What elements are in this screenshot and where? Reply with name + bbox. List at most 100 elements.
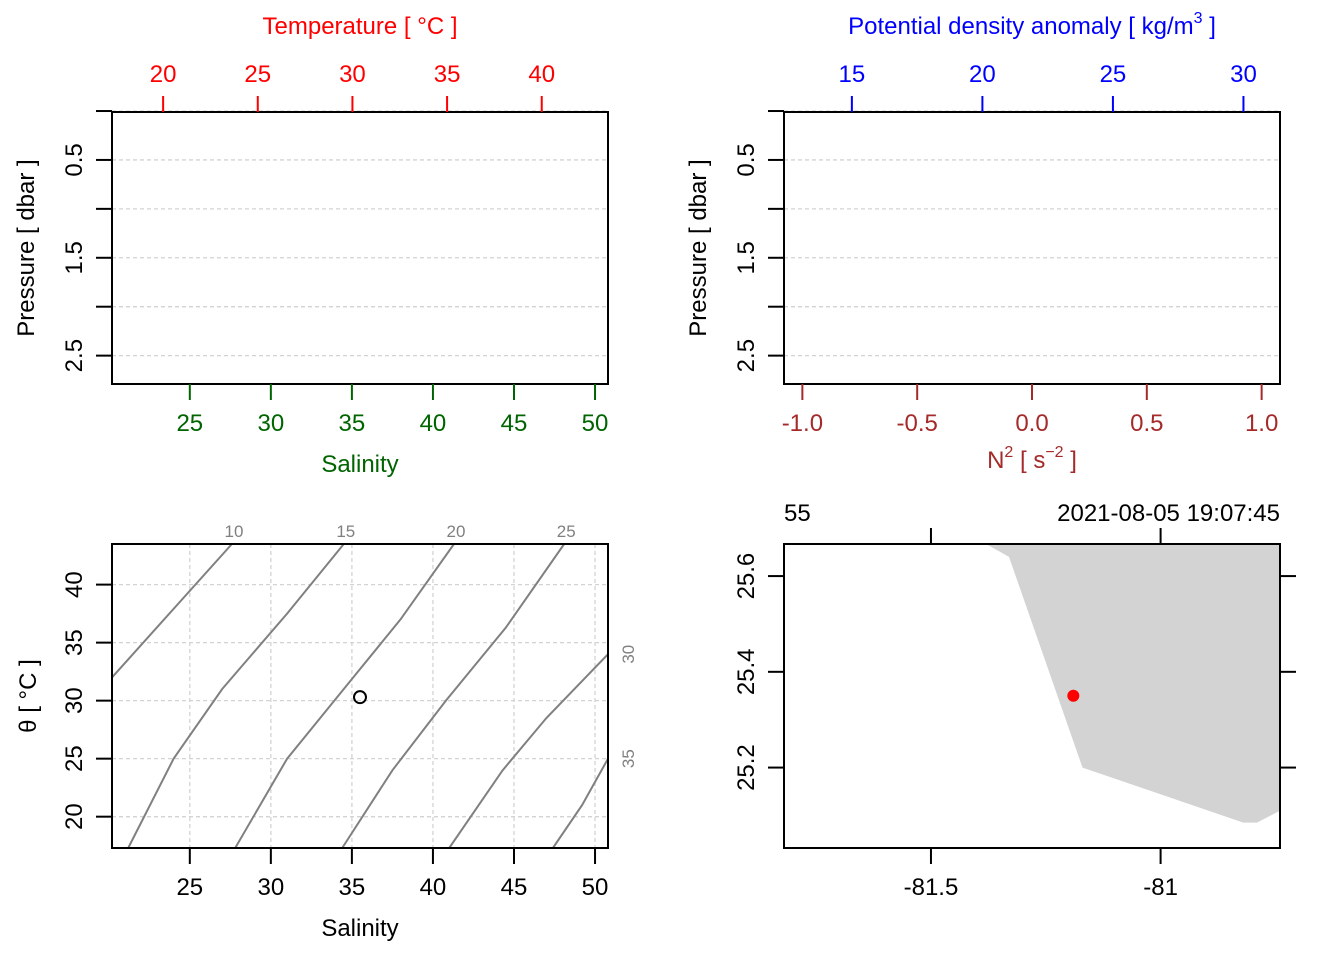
p3-isopycnal-line bbox=[552, 758, 609, 849]
p3-data-point bbox=[353, 690, 367, 705]
p3-isopycnal-label: 30 bbox=[619, 645, 638, 664]
p1-temperature-tick-label: 35 bbox=[434, 61, 461, 88]
p1-salinity-axis: 25 30 35 40 45 50 bbox=[176, 384, 608, 437]
p3-salinity-tick-label: 25 bbox=[176, 874, 203, 901]
p1-temperature-tick-label: 20 bbox=[150, 61, 177, 88]
p3-isopycnal-label: 25 bbox=[557, 522, 576, 541]
p1-salinity-tick-label: 25 bbox=[176, 410, 203, 437]
p3-isopycnals bbox=[111, 543, 609, 849]
p2-pressure-tick-label: 2.5 bbox=[733, 339, 760, 372]
panel-ts-diagram: 10 15 20 25 30 35 25 30 35 40 45 50 Salinity 20 25 3… bbox=[15, 522, 638, 942]
p2-density-axis-label: Potential density anomaly [ kg/m3 ] bbox=[848, 10, 1216, 40]
p3-salinity-axis: 25 30 35 40 45 50 bbox=[176, 848, 608, 901]
p3-theta-tick-label: 40 bbox=[61, 571, 88, 598]
p2-pressure-tick-label: 1.5 bbox=[733, 241, 760, 274]
p1-temperature-axis-label: Temperature [ °C ] bbox=[263, 13, 458, 40]
p1-pressure-tick-label: 1.5 bbox=[61, 241, 88, 274]
p2-n2-tick-label: 0.5 bbox=[1130, 410, 1163, 437]
p3-salinity-tick-label: 40 bbox=[420, 874, 447, 901]
p3-salinity-tick-label: 45 bbox=[501, 874, 528, 901]
p3-salinity-tick-label: 30 bbox=[257, 874, 284, 901]
p3-grid bbox=[112, 544, 608, 848]
p1-pressure-axis: 0.5 1.5 2.5 bbox=[61, 110, 112, 372]
p1-pressure-tick-label: 2.5 bbox=[61, 339, 88, 372]
p4-land-polygon bbox=[986, 544, 1280, 823]
p3-isopycnal-label: 35 bbox=[619, 749, 638, 768]
p3-isopycnal-line bbox=[234, 543, 455, 849]
p3-isopycnal-label: 15 bbox=[336, 522, 355, 541]
p3-theta-tick-label: 30 bbox=[61, 687, 88, 714]
p3-isopycnal-line bbox=[127, 543, 345, 849]
p2-pressure-tick-label: 0.5 bbox=[733, 143, 760, 176]
p1-salinity-tick-label: 40 bbox=[420, 410, 447, 437]
p2-n2-axis-label-units: [ s bbox=[1013, 447, 1045, 474]
p1-temperature-tick-label: 40 bbox=[528, 61, 555, 88]
p3-isopycnal-label: 10 bbox=[224, 522, 243, 541]
p2-density-tick-label: 20 bbox=[969, 61, 996, 88]
p2-n2-axis-label-exponent: 2 bbox=[1004, 444, 1013, 461]
p2-density-axis-label-exponent: 3 bbox=[1194, 10, 1203, 27]
p4-longitude-tick-label: -81 bbox=[1143, 874, 1178, 901]
p3-salinity-tick-label: 35 bbox=[339, 874, 366, 901]
p2-grid bbox=[784, 110, 1280, 357]
p2-density-axis: 15 20 25 30 bbox=[839, 61, 1257, 112]
p3-isopycnal-labels: 10 15 20 25 30 35 bbox=[224, 522, 638, 768]
p1-pressure-axis-label: Pressure [ dbar ] bbox=[13, 159, 40, 336]
p3-salinity-axis-label: Salinity bbox=[321, 915, 398, 942]
p3-theta-tick-label: 25 bbox=[61, 745, 88, 772]
p1-plot-frame bbox=[111, 111, 609, 385]
p4-latitude-tick-label: 25.6 bbox=[733, 553, 760, 600]
p3-points bbox=[353, 690, 367, 705]
p1-temperature-tick-label: 30 bbox=[339, 61, 366, 88]
p1-salinity-tick-label: 35 bbox=[339, 410, 366, 437]
p2-n2-tick-label: 0.0 bbox=[1015, 410, 1048, 437]
p1-temperature-axis: 20 25 30 35 40 bbox=[150, 61, 555, 112]
p4-longitude-axis: -81.5 -81 bbox=[904, 848, 1178, 901]
p2-n2-tick-label: -0.5 bbox=[897, 410, 938, 437]
p3-plot-frame bbox=[111, 543, 609, 849]
p4-latitude-axis: 25.2 25.4 25.6 bbox=[733, 553, 784, 791]
p4-station-marker bbox=[1067, 689, 1080, 702]
p1-salinity-axis-label: Salinity bbox=[321, 451, 398, 478]
p2-plot-frame bbox=[783, 111, 1281, 385]
p2-density-tick-label: 30 bbox=[1230, 61, 1257, 88]
p4-map-frame bbox=[783, 543, 1281, 849]
p2-pressure-axis-label: Pressure [ dbar ] bbox=[685, 159, 712, 336]
p4-latitude-tick-label: 25.2 bbox=[733, 744, 760, 791]
panel-density-n2-profile: 15 20 25 30 Potential density anomaly [ kg/… bbox=[685, 10, 1281, 474]
p3-theta-tick-label: 35 bbox=[61, 629, 88, 656]
p2-n2-axis: -1.0 -0.5 0.0 0.5 1.0 bbox=[782, 384, 1278, 437]
p2-density-tick-label: 15 bbox=[839, 61, 866, 88]
p4-latitude-tick-label: 25.4 bbox=[733, 648, 760, 695]
p2-n2-tick-label: 1.0 bbox=[1245, 410, 1278, 437]
p4-station-id: 55 bbox=[784, 500, 811, 527]
p2-n2-axis-label-units-exponent: −2 bbox=[1045, 444, 1063, 461]
p4-points bbox=[1067, 689, 1080, 702]
p2-n2-tick-label: -1.0 bbox=[782, 410, 823, 437]
p1-salinity-tick-label: 50 bbox=[582, 410, 609, 437]
p3-isopycnal-line bbox=[111, 543, 233, 679]
p3-salinity-tick-label: 50 bbox=[582, 874, 609, 901]
p1-pressure-tick-label: 0.5 bbox=[61, 143, 88, 176]
panel-station-map: -81.5 -81 25.2 25.4 25.6 55 2021-08-05 19:0… bbox=[733, 500, 1296, 901]
p1-grid bbox=[112, 110, 608, 357]
panel-temperature-salinity-profile: 20 25 30 35 40 Temperature [ °C ] 25 30 35 40 45… bbox=[13, 13, 609, 478]
p3-theta-axis-label: θ [ °C ] bbox=[15, 659, 42, 733]
p3-isopycnal-label: 20 bbox=[447, 522, 466, 541]
p2-n2-axis-label-close: ] bbox=[1064, 447, 1077, 474]
p2-n2-axis-label: N2 [ s−2 ] bbox=[987, 444, 1077, 474]
p4-station-time: 2021-08-05 19:07:45 bbox=[1057, 500, 1280, 527]
p1-temperature-tick-label: 25 bbox=[244, 61, 271, 88]
p3-isopycnal-line bbox=[448, 653, 609, 849]
p3-theta-tick-label: 20 bbox=[61, 803, 88, 830]
p3-theta-axis: 20 25 30 35 40 bbox=[61, 571, 112, 830]
p3-isopycnal-line bbox=[341, 543, 566, 849]
p4-longitude-tick-label: -81.5 bbox=[904, 874, 959, 901]
p4-frame-ticks bbox=[929, 528, 1296, 769]
p2-pressure-axis: 0.5 1.5 2.5 bbox=[733, 110, 784, 372]
p2-density-tick-label: 25 bbox=[1100, 61, 1127, 88]
p1-salinity-tick-label: 30 bbox=[257, 410, 284, 437]
p2-density-axis-label-close: ] bbox=[1203, 13, 1216, 40]
p1-salinity-tick-label: 45 bbox=[501, 410, 528, 437]
